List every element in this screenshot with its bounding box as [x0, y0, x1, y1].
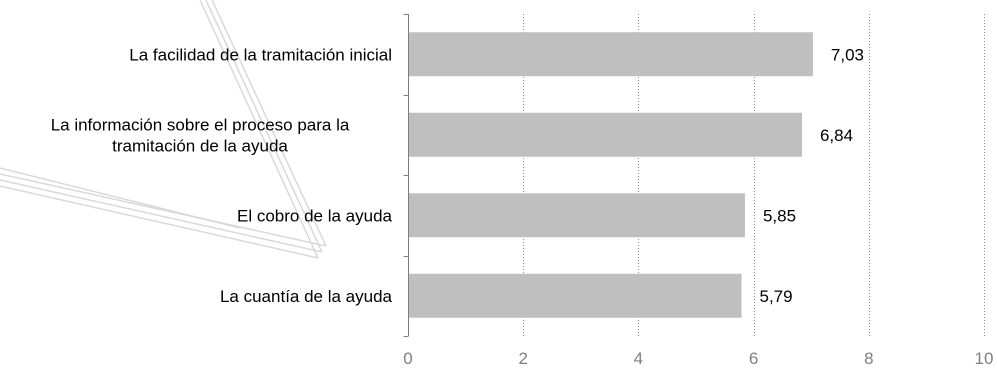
x-tick-label: 10	[975, 349, 994, 368]
category-label: El cobro de la ayuda	[237, 206, 393, 225]
x-tick-label: 6	[749, 349, 758, 368]
decoration-line	[0, 179, 323, 253]
x-tick-label: 4	[634, 349, 643, 368]
decoration-line	[211, 0, 327, 247]
category-label: La información sobre el proceso para la t…	[51, 115, 350, 155]
data-label: 5,85	[763, 206, 796, 225]
decoration-line	[205, 0, 323, 253]
labels: 7,03 La facilidad de la tramitación inici…	[51, 45, 994, 368]
x-tick-label: 0	[403, 349, 412, 368]
category-label: La cuantía de la ayuda	[220, 287, 393, 306]
bar	[408, 193, 745, 238]
decoration-line	[0, 185, 319, 259]
decoration-line	[199, 0, 319, 259]
bar	[408, 32, 813, 77]
data-label: 6,84	[820, 126, 853, 145]
bar	[408, 273, 742, 318]
bars	[408, 32, 813, 318]
decoration-line	[0, 173, 327, 247]
decoration-line	[0, 167, 241, 229]
category-label: La facilidad de la tramitación inicial	[129, 45, 392, 64]
x-tick-label: 8	[864, 349, 873, 368]
axes	[403, 14, 409, 337]
x-tick-label: 2	[518, 349, 527, 368]
background-decoration	[0, 0, 327, 259]
bar	[408, 112, 802, 157]
data-label: 5,79	[760, 287, 793, 306]
data-label: 7,03	[831, 45, 864, 64]
